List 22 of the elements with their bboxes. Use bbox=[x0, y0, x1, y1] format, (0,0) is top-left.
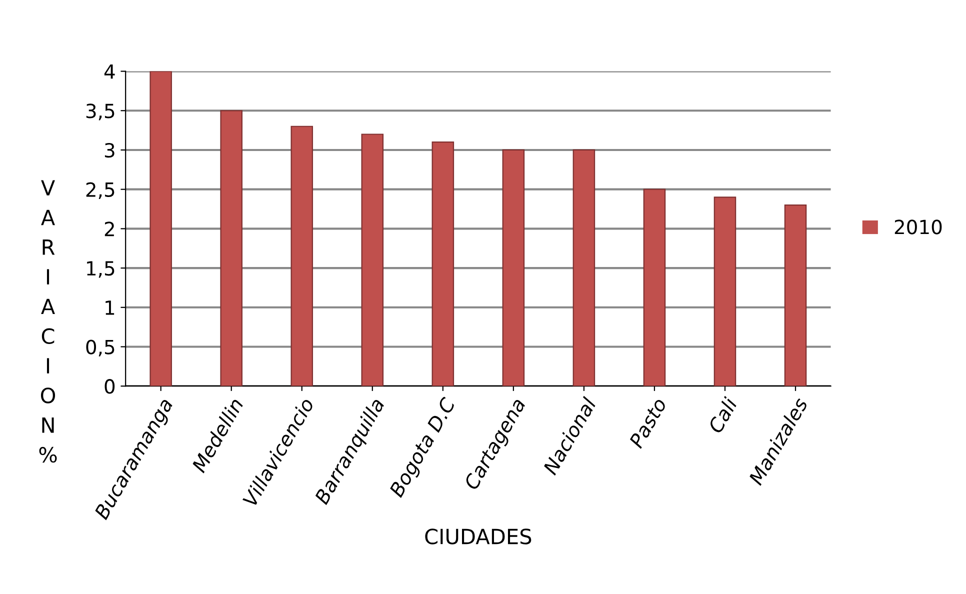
y-tick-label: 2 bbox=[104, 222, 114, 236]
bar bbox=[432, 142, 454, 386]
y-tick-label: 4 bbox=[104, 64, 115, 79]
y-tick-label: 1 bbox=[106, 300, 114, 315]
y-tick-label: 2,5 bbox=[86, 182, 114, 199]
x-axis-title: CIUDADES bbox=[425, 528, 532, 544]
bar bbox=[220, 110, 242, 386]
y-tick-label: 3 bbox=[104, 142, 114, 158]
bar bbox=[572, 149, 596, 386]
bar bbox=[502, 149, 525, 386]
bar bbox=[643, 188, 666, 386]
bar bbox=[784, 204, 807, 386]
y-tick-label: 0 bbox=[104, 379, 115, 394]
bar bbox=[150, 71, 172, 386]
y-tick-label: 1,5 bbox=[87, 261, 114, 278]
bar bbox=[290, 126, 314, 386]
text: VARIACION % bbox=[39, 180, 57, 463]
y-tick-label: 0,5 bbox=[86, 340, 114, 356]
legend-label: 2010 bbox=[894, 220, 942, 234]
y-tick-label: 3,5 bbox=[86, 104, 114, 120]
bar bbox=[714, 196, 736, 386]
bar bbox=[361, 134, 384, 386]
